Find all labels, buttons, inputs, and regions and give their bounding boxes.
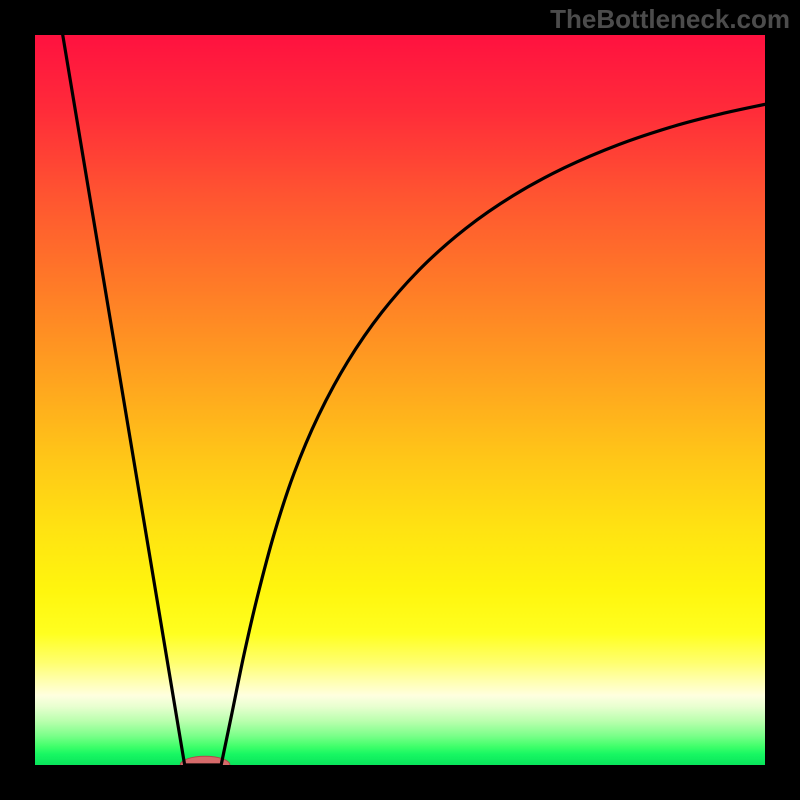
plot-area: [35, 35, 765, 765]
watermark-text: TheBottleneck.com: [550, 4, 790, 35]
curve-layer: [35, 35, 765, 765]
bottleneck-curve: [63, 35, 765, 765]
chart-stage: TheBottleneck.com: [0, 0, 800, 800]
